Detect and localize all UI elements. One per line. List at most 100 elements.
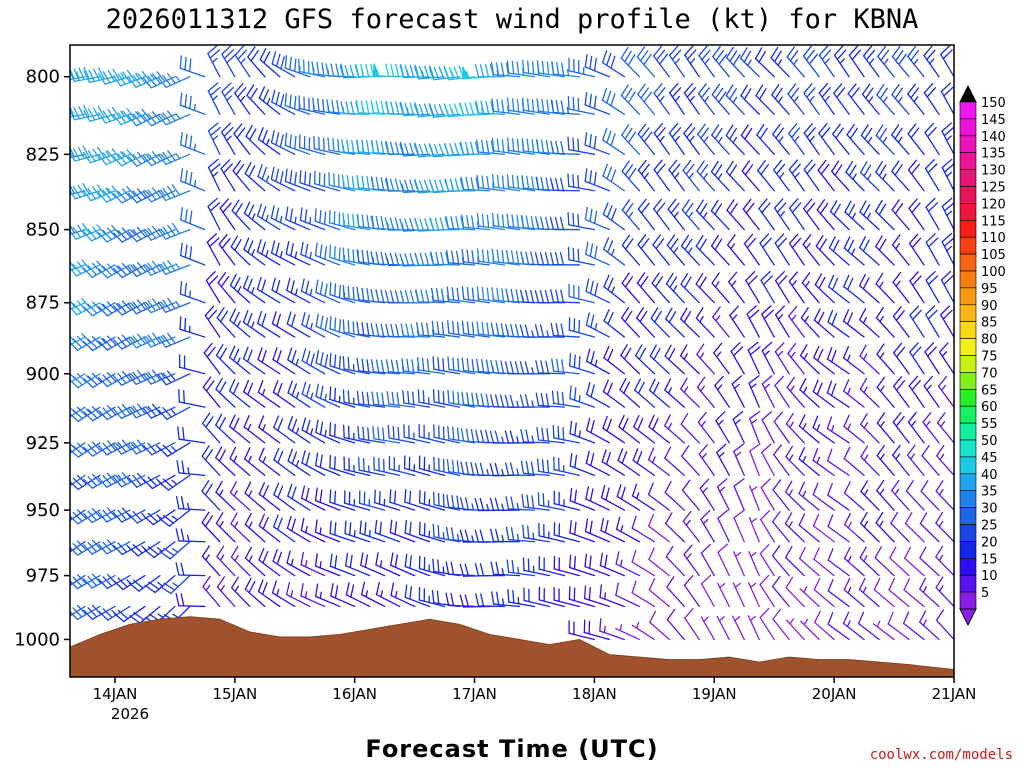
wind-barb — [403, 424, 431, 444]
wind-barb — [388, 455, 416, 477]
wind-barb — [157, 370, 191, 386]
wind-barb — [315, 279, 341, 304]
wind-barb — [257, 380, 281, 408]
wind-barb — [416, 357, 446, 375]
wind-barb — [444, 178, 476, 192]
wind-barb — [175, 562, 206, 577]
wind-barb — [875, 511, 895, 543]
wind-barb — [568, 57, 596, 78]
wind-barb — [286, 277, 311, 304]
wind-barb — [399, 102, 431, 117]
wind-barb — [600, 517, 626, 543]
colorbar-label: 120 — [981, 197, 1006, 212]
wind-barb — [300, 583, 326, 608]
wind-barb — [568, 586, 596, 608]
wind-barb — [340, 100, 371, 115]
wind-barb — [82, 184, 116, 202]
wind-barb — [813, 308, 835, 338]
wind-barb — [725, 160, 745, 192]
wind-barb — [256, 276, 281, 304]
wind-barb — [875, 272, 895, 304]
wind-barb — [245, 124, 266, 155]
wind-barb — [786, 46, 805, 78]
wind-barb — [827, 548, 850, 577]
wind-barb — [418, 555, 446, 577]
colorbar-swatch — [959, 422, 977, 441]
wind-barb — [760, 478, 775, 511]
wind-barb — [788, 123, 805, 155]
wind-barb — [818, 45, 835, 78]
wind-barb — [585, 417, 611, 444]
colorbar-label: 110 — [981, 231, 1006, 246]
wind-barb — [243, 237, 266, 266]
wind-barb — [652, 45, 670, 78]
wind-barb — [799, 378, 820, 408]
wind-barb — [680, 377, 700, 408]
wind-barb — [567, 96, 596, 115]
wind-barb — [568, 317, 596, 338]
wind-barb — [584, 91, 611, 115]
wind-barb — [446, 286, 476, 304]
colorbar-swatch — [959, 557, 977, 576]
wind-barb — [584, 54, 611, 78]
wind-barb — [858, 577, 880, 608]
wind-barb — [733, 509, 745, 543]
wind-barb — [940, 270, 954, 304]
wind-barb — [668, 159, 685, 192]
wind-barb — [803, 83, 820, 115]
wind-barb — [536, 98, 566, 115]
wind-barb — [386, 391, 416, 408]
wind-barb — [760, 270, 775, 304]
wind-barb — [142, 442, 176, 456]
wind-barb — [70, 541, 71, 543]
colorbar: 1501451401351301251201151101051009590858… — [959, 84, 1006, 627]
wind-barb — [892, 444, 910, 477]
wind-barb — [356, 390, 386, 408]
wind-barb — [921, 444, 940, 477]
wind-barb — [772, 608, 790, 641]
wind-barb — [221, 45, 237, 78]
wind-barb — [553, 587, 581, 608]
wind-barb — [83, 105, 116, 122]
wind-barb — [230, 512, 251, 543]
colorbar-label: 25 — [981, 519, 998, 534]
wind-barb — [179, 281, 206, 304]
wind-barb — [922, 411, 940, 444]
wind-barb — [786, 376, 805, 408]
wind-barb — [615, 516, 641, 543]
wind-barb — [219, 198, 236, 231]
wind-barb — [773, 159, 790, 192]
wind-barb — [716, 443, 730, 477]
wind-barb — [771, 511, 790, 543]
wind-barb — [127, 472, 161, 488]
wind-barb — [940, 82, 954, 115]
colorbar-label: 130 — [981, 164, 1006, 179]
wind-barb — [70, 335, 86, 346]
wind-barb — [859, 161, 880, 192]
colorbar-swatch — [959, 524, 977, 542]
wind-barb — [273, 415, 296, 444]
wind-barb — [329, 520, 356, 543]
wind-barbs — [70, 45, 954, 641]
wind-barb — [286, 311, 311, 338]
wind-barb — [521, 494, 551, 511]
wind-barb — [647, 514, 670, 543]
wind-barb — [665, 545, 685, 577]
wind-barb — [802, 45, 820, 78]
wind-barb — [826, 448, 850, 477]
wind-barb — [257, 164, 281, 192]
wind-barb — [299, 207, 326, 231]
wind-barb — [432, 523, 461, 543]
wind-barb — [329, 489, 356, 511]
wind-barb — [602, 202, 626, 231]
wind-barb — [229, 308, 251, 338]
wind-barb — [258, 547, 281, 577]
wind-barb — [860, 124, 880, 155]
wind-barb — [301, 417, 326, 444]
wind-barb — [814, 273, 835, 304]
wind-barb — [534, 324, 566, 338]
wind-barb — [567, 246, 596, 266]
wind-barb — [712, 306, 730, 338]
wind-barb — [813, 610, 835, 641]
wind-barb — [716, 615, 730, 641]
